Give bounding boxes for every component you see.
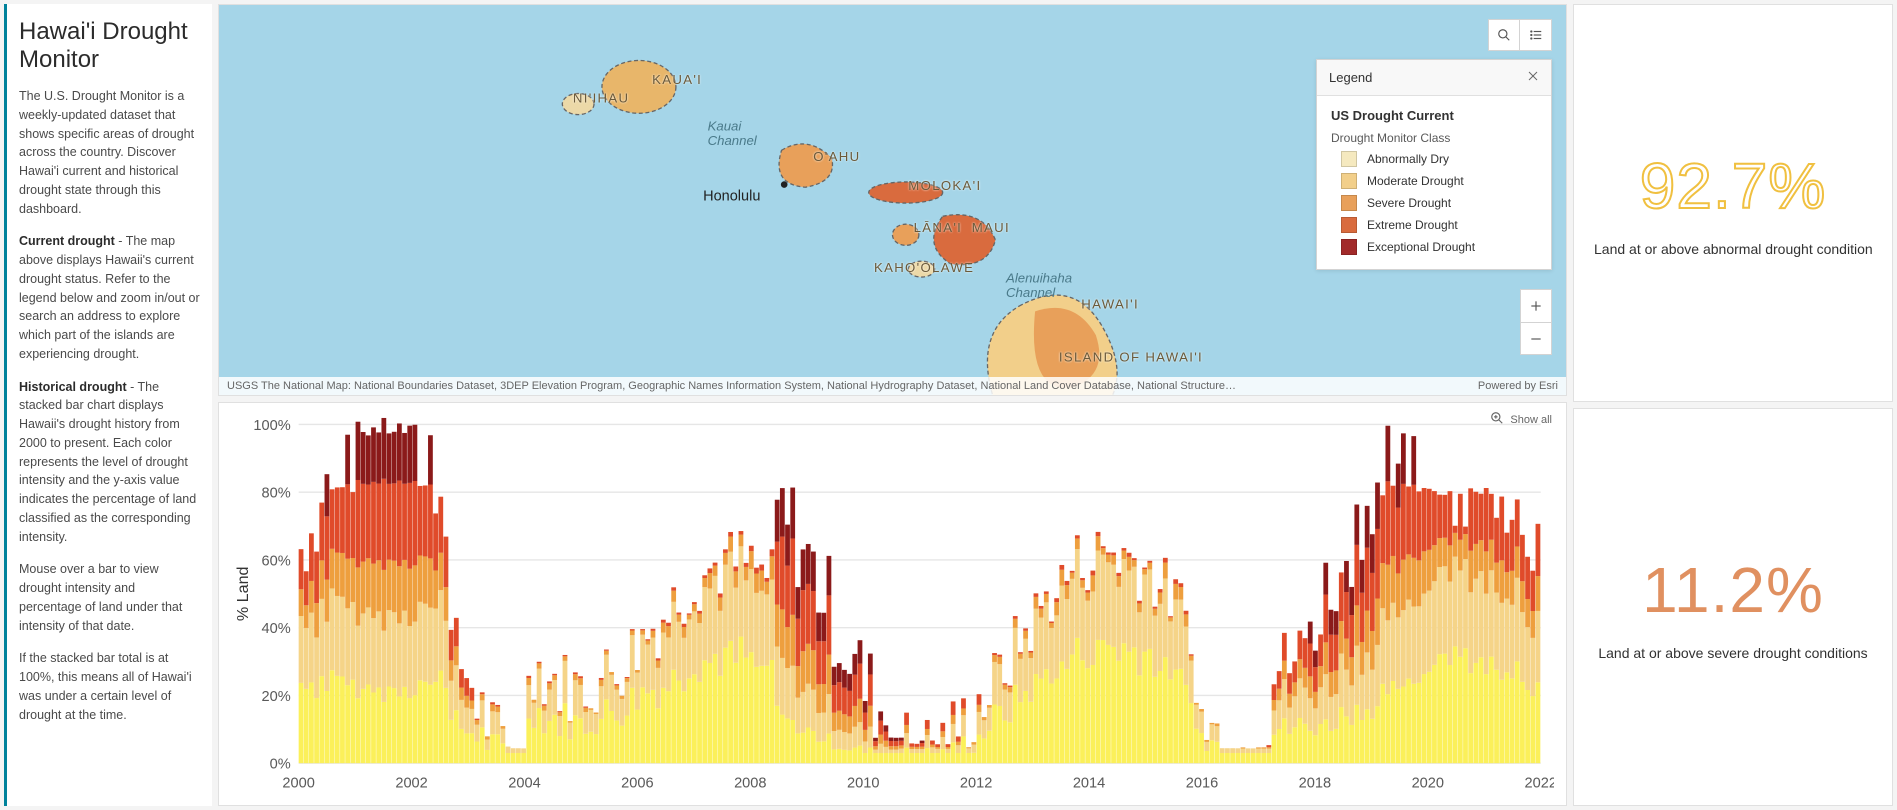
attribution-right[interactable]: Powered by Esri — [1478, 380, 1558, 392]
info-sidebar: Hawai'i Drought Monitor The U.S. Drought… — [4, 4, 212, 806]
historical-drought-para: Historical drought - The stacked bar cha… — [19, 378, 200, 547]
legend-title: Legend — [1329, 70, 1372, 85]
city-honolulu-label: Honolulu — [703, 188, 760, 204]
x-tick-label: 2002 — [395, 775, 427, 791]
island-label: NI'IHAU — [573, 91, 629, 106]
legend-swatch — [1341, 151, 1357, 167]
stats-column: 92.7% Land at or above abnormal drought … — [1573, 4, 1893, 806]
x-tick-label: 2000 — [282, 775, 314, 791]
y-tick-label: 20% — [261, 689, 290, 705]
island-label: LĀNA'I — [914, 220, 963, 235]
x-tick-label: 2008 — [734, 775, 766, 791]
current-drought-label: Current drought — [19, 234, 115, 248]
stat-abnormal-label: Land at or above abnormal drought condit… — [1594, 241, 1872, 257]
map-toolbar — [1488, 19, 1552, 51]
stat-abnormal-card: 92.7% Land at or above abnormal drought … — [1573, 4, 1893, 402]
x-tick-label: 2010 — [847, 775, 879, 791]
center-column: NI'IHAU KAUA'I O'AHU MOLOKA'I LĀNA'I MAUI KAHO… — [218, 4, 1567, 806]
zoom-in-button[interactable] — [1521, 290, 1551, 322]
map-panel[interactable]: NI'IHAU KAUA'I O'AHU MOLOKA'I LĀNA'I MAUI KAHO… — [218, 4, 1567, 396]
legend-field-title: Drought Monitor Class — [1331, 131, 1537, 145]
legend-toggle-button[interactable] — [1520, 19, 1552, 51]
current-drought-text: - The map above displays Hawaii's curren… — [19, 234, 200, 361]
legend-panel: Legend US Drought Current Drought Monito… — [1316, 59, 1552, 270]
island-label: ISLAND OF HAWAI'I — [1059, 350, 1203, 365]
stat-severe-value: 11.2% — [1642, 553, 1824, 627]
historical-drought-label: Historical drought — [19, 380, 127, 394]
stat-severe-card: 11.2% Land at or above severe drought co… — [1573, 408, 1893, 806]
island-label: O'AHU — [813, 149, 860, 164]
legend-swatch — [1341, 239, 1357, 255]
chart-toolbar: Show all — [1490, 411, 1552, 428]
legend-item-label: Severe Drought — [1367, 196, 1451, 210]
y-tick-label: 40% — [261, 621, 290, 637]
legend-item-label: Moderate Drought — [1367, 174, 1464, 188]
legend-item-label: Extreme Drought — [1367, 218, 1458, 232]
legend-items: Abnormally Dry Moderate Drought Severe Dro… — [1331, 151, 1537, 255]
legend-swatch — [1341, 217, 1357, 233]
hover-instruction: Mouse over a bar to view drought intensi… — [19, 560, 200, 635]
zoom-icon — [1490, 411, 1504, 425]
plus-icon — [1529, 299, 1543, 313]
close-icon — [1527, 70, 1539, 82]
x-tick-label: 2006 — [621, 775, 653, 791]
x-tick-label: 2016 — [1186, 775, 1218, 791]
historical-drought-text: - The stacked bar chart displays Hawaii'… — [19, 380, 196, 544]
total-explanation: If the stacked bar total is at 100%, thi… — [19, 649, 200, 724]
x-tick-label: 2018 — [1299, 775, 1331, 791]
minus-icon — [1529, 332, 1543, 346]
legend-item-label: Abnormally Dry — [1367, 152, 1449, 166]
legend-item: Severe Drought — [1341, 195, 1537, 211]
x-tick-label: 2004 — [508, 775, 540, 791]
island-label: KAUA'I — [652, 72, 702, 87]
y-tick-label: 60% — [261, 553, 290, 569]
y-tick-label: 80% — [261, 486, 290, 502]
legend-body: US Drought Current Drought Monitor Class… — [1317, 96, 1551, 269]
y-tick-label: 0% — [270, 757, 291, 773]
x-tick-label: 2022 — [1524, 775, 1554, 791]
legend-swatch — [1341, 173, 1357, 189]
list-icon — [1529, 28, 1543, 42]
island-label: HAWAI'I — [1081, 297, 1139, 312]
legend-item: Extreme Drought — [1341, 217, 1537, 233]
legend-close-button[interactable] — [1527, 70, 1539, 85]
y-axis-title: % Land — [234, 567, 252, 622]
x-tick-label: 2014 — [1073, 775, 1105, 791]
legend-item: Abnormally Dry — [1341, 151, 1537, 167]
legend-item: Exceptional Drought — [1341, 239, 1537, 255]
drought-history-chart[interactable]: 0% 20% 40% 60% 80% 100% % Land 2000 2002 2004 2006… — [227, 411, 1554, 801]
island-label: MOLOKA'I — [908, 178, 981, 193]
search-button[interactable] — [1488, 19, 1520, 51]
bars-group — [299, 418, 1541, 763]
intro-text: The U.S. Drought Monitor is a weekly-upd… — [19, 87, 200, 218]
x-tick-label: 2012 — [960, 775, 992, 791]
zoom-control — [1520, 289, 1552, 355]
legend-item-label: Exceptional Drought — [1367, 240, 1475, 254]
island-label: MAUI — [972, 220, 1010, 235]
chart-panel: Show all 0% 20% 40% 60% 80% 100% % Land 2000 200… — [218, 402, 1567, 806]
legend-layer-title: US Drought Current — [1331, 108, 1537, 123]
search-icon — [1497, 28, 1511, 42]
island-label: KAHO'OLAWE — [874, 260, 974, 275]
legend-header: Legend — [1317, 60, 1551, 96]
stat-abnormal-value: 92.7% — [1640, 149, 1826, 223]
chart-zoom-button[interactable] — [1490, 411, 1504, 428]
map-attribution: USGS The National Map: National Boundari… — [219, 377, 1566, 395]
legend-item: Moderate Drought — [1341, 173, 1537, 189]
y-tick-label: 100% — [253, 418, 290, 434]
current-drought-para: Current drought - The map above displays… — [19, 232, 200, 363]
legend-swatch — [1341, 195, 1357, 211]
zoom-out-button[interactable] — [1521, 322, 1551, 354]
x-tick-label: 2020 — [1412, 775, 1444, 791]
attribution-left: USGS The National Map: National Boundari… — [227, 380, 1466, 392]
stat-severe-label: Land at or above severe drought conditio… — [1594, 645, 1872, 661]
page-title: Hawai'i Drought Monitor — [19, 18, 200, 73]
show-all-button[interactable]: Show all — [1510, 414, 1552, 426]
